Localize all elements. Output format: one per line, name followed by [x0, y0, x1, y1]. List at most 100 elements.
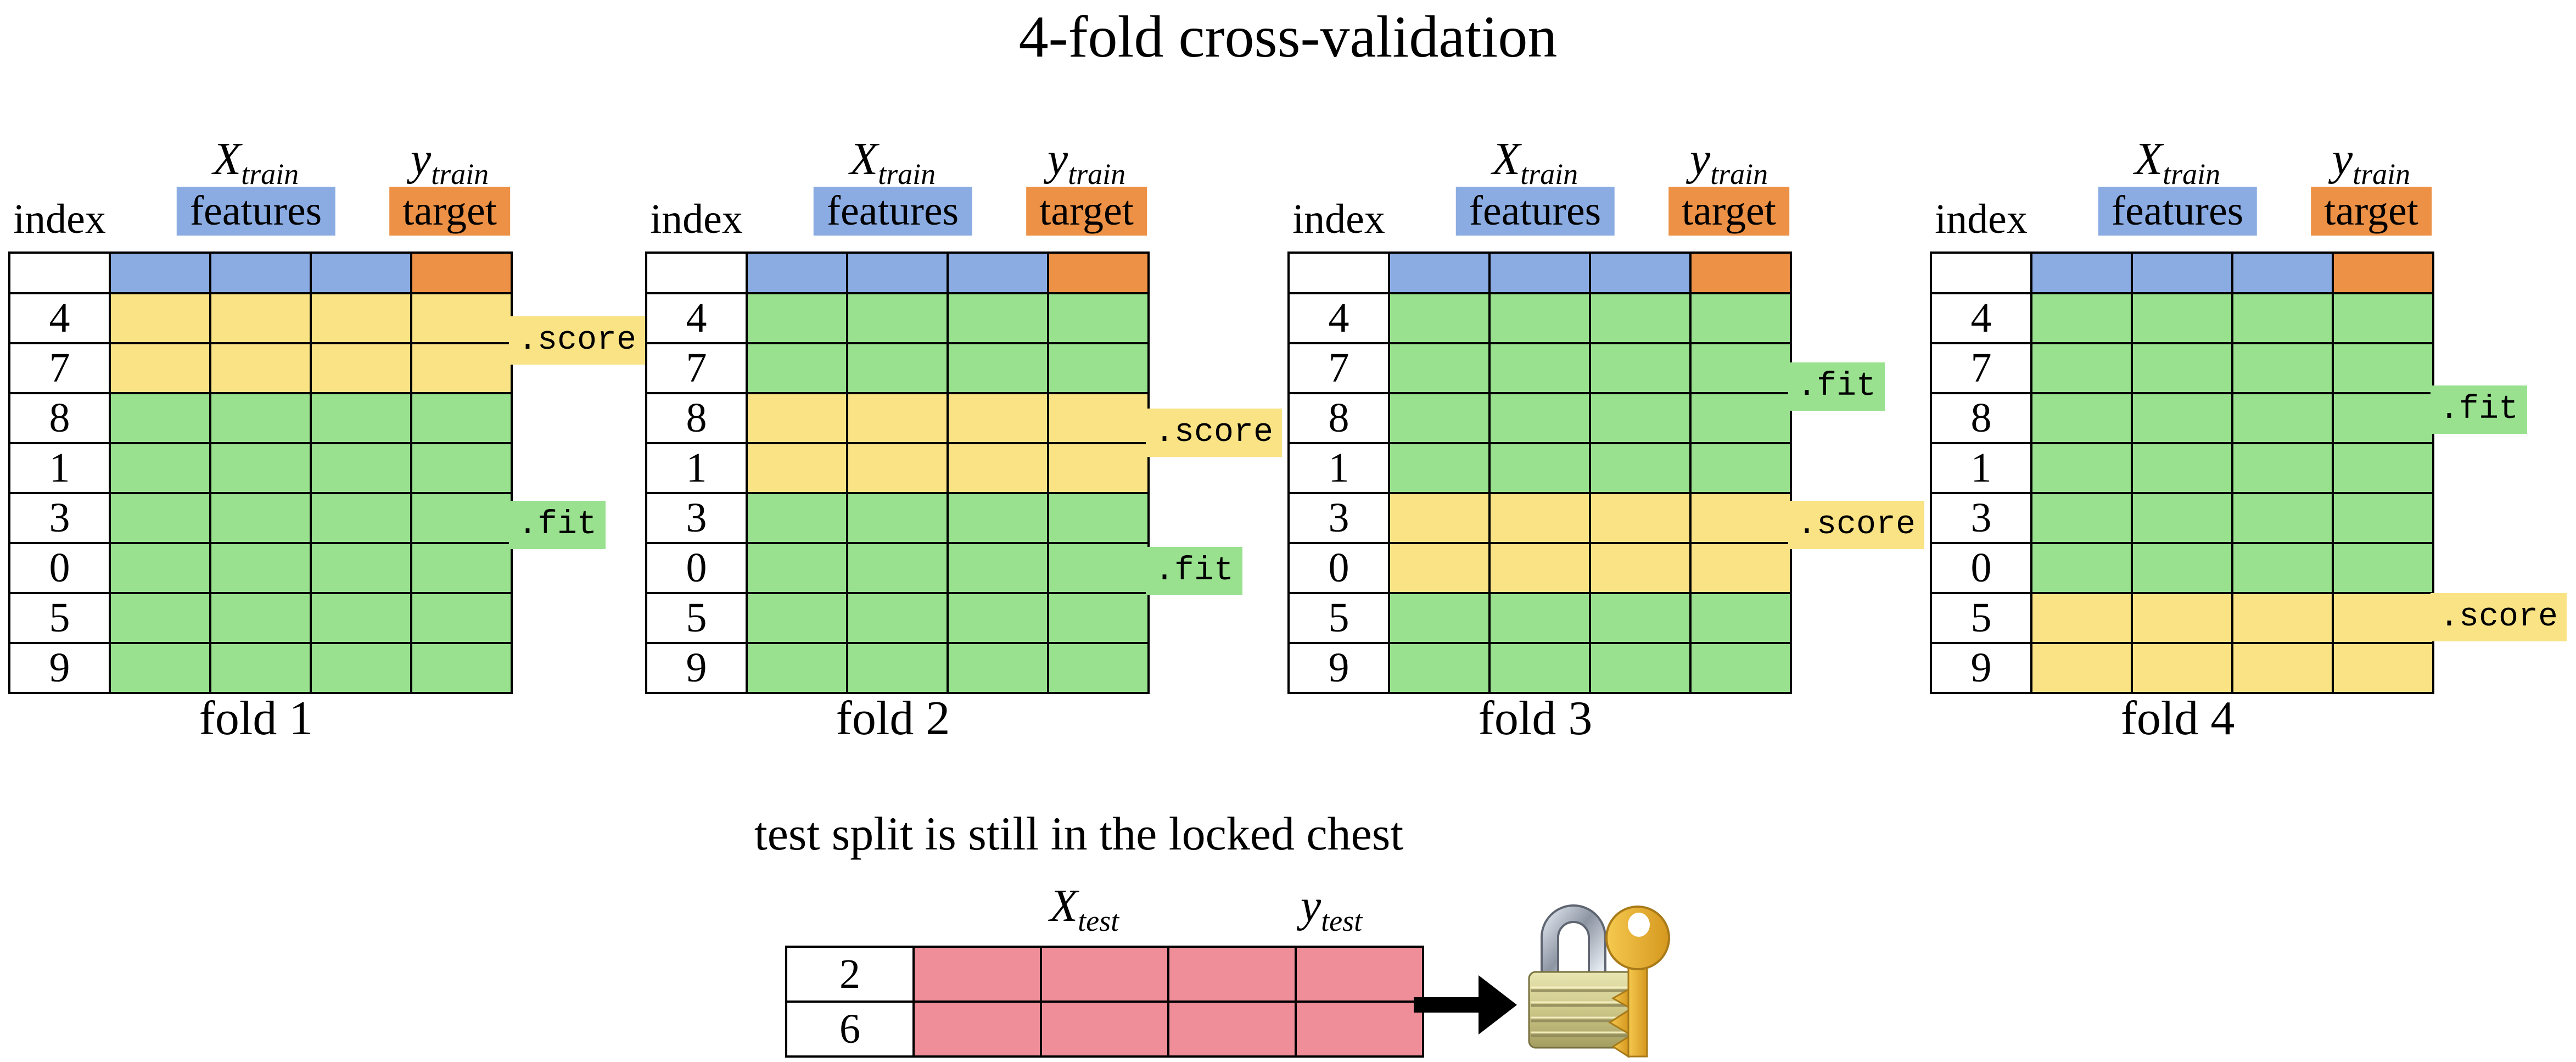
row-index-cell: 3: [1930, 492, 2032, 544]
validation-cell: [846, 392, 949, 444]
validation-cell: [109, 292, 211, 344]
target-badge: target: [1026, 187, 1147, 236]
training-cell: [2231, 342, 2334, 394]
training-cell: [1047, 592, 1150, 644]
x-train-subscript: train: [878, 157, 936, 191]
training-cell: [410, 442, 513, 494]
validation-cell: [2030, 592, 2133, 644]
training-cell: [310, 642, 412, 694]
training-cell: [1589, 342, 1692, 394]
table-row: 1: [1287, 442, 1792, 494]
row-index-cell: 0: [1287, 542, 1390, 594]
table-row: 7: [645, 342, 1150, 394]
training-cell: [1047, 342, 1150, 394]
x-test-label: Xtest: [1049, 880, 1119, 935]
training-cell: [947, 542, 1049, 594]
table-row: 1: [645, 442, 1150, 494]
row-index-cell: 8: [645, 392, 748, 444]
table-row: 8: [1930, 392, 2434, 444]
row-index-cell: 1: [8, 442, 111, 494]
right-arrow-icon: [1414, 975, 1517, 1035]
table-row: 1: [8, 442, 513, 494]
fold-caption: fold 1: [199, 692, 313, 745]
table-row: 0: [1930, 542, 2434, 594]
fold-caption: fold 3: [1478, 692, 1593, 745]
x-train-label: Xtrain: [1492, 135, 1578, 188]
training-cell: [410, 642, 513, 694]
training-cell: [947, 642, 1049, 694]
training-cell: [209, 442, 312, 494]
row-index-cell: 1: [1287, 442, 1390, 494]
x-train-subscript: train: [1520, 157, 1578, 191]
training-cell: [2332, 442, 2434, 494]
y-train-group: ytrain target: [1026, 135, 1147, 236]
training-cell: [2131, 342, 2233, 394]
table-row: 4: [1930, 292, 2434, 344]
score-label: .score: [2431, 593, 2567, 641]
features-badge: features: [813, 187, 972, 236]
table-row: 0: [8, 542, 513, 594]
validation-cell: [1689, 542, 1792, 594]
training-cell: [310, 542, 412, 594]
header-feature-cell: [1589, 251, 1692, 294]
training-cell: [2332, 492, 2434, 544]
training-cell: [1689, 642, 1792, 694]
validation-cell: [310, 342, 412, 394]
header-index-cell: [645, 251, 748, 294]
training-cell: [2131, 442, 2233, 494]
header-feature-cell: [2231, 251, 2334, 294]
training-cell: [846, 492, 949, 544]
header-feature-cell: [947, 251, 1049, 294]
validation-cell: [410, 292, 513, 344]
validation-cell: [209, 342, 312, 394]
lock-and-key-icon: [1528, 904, 1670, 1058]
validation-cell: [1047, 442, 1150, 494]
y-train-subscript: train: [431, 157, 489, 191]
training-cell: [2231, 542, 2334, 594]
header-feature-cell: [1488, 251, 1591, 294]
training-cell: [846, 592, 949, 644]
header-feature-cell: [109, 251, 211, 294]
header-feature-cell: [746, 251, 848, 294]
validation-cell: [2030, 642, 2133, 694]
row-index-cell: 9: [1930, 642, 2032, 694]
validation-cell: [2231, 592, 2334, 644]
training-cell: [2332, 542, 2434, 594]
validation-cell: [947, 442, 1049, 494]
row-index-cell: 3: [1287, 492, 1390, 544]
y-train-label: ytrain: [411, 135, 489, 188]
table-row: 8: [645, 392, 1150, 444]
features-badge: features: [2098, 187, 2257, 236]
header-index-cell: [1287, 251, 1390, 294]
training-cell: [2231, 392, 2334, 444]
score-label: .score: [1788, 501, 1925, 549]
x-train-label: Xtrain: [850, 135, 936, 188]
table-header-row: [8, 251, 513, 294]
header-feature-cell: [2131, 251, 2233, 294]
fold-caption: fold 2: [836, 692, 950, 745]
training-cell: [209, 592, 312, 644]
training-cell: [209, 642, 312, 694]
header-target-cell: [2332, 251, 2434, 294]
training-cell: [2030, 292, 2133, 344]
index-header-label: index: [1935, 196, 2028, 242]
y-train-subscript: train: [1068, 157, 1126, 191]
test-cell: [1295, 946, 1424, 1003]
table-row: 9: [1930, 642, 2434, 694]
index-header-label: index: [1292, 196, 1385, 242]
training-cell: [1488, 642, 1591, 694]
row-index-cell: 9: [645, 642, 748, 694]
validation-cell: [1689, 492, 1792, 544]
training-cell: [310, 392, 412, 444]
row-index-cell: 7: [1287, 342, 1390, 394]
x-test-symbol: X: [1049, 880, 1078, 931]
fit-label: .fit: [1146, 547, 1243, 595]
table-row: 8: [1287, 392, 1792, 444]
training-cell: [310, 492, 412, 544]
row-index-cell: 4: [1287, 292, 1390, 344]
row-index-cell: 9: [8, 642, 111, 694]
row-index-cell: 1: [1930, 442, 2032, 494]
score-label: .score: [1146, 409, 1283, 457]
